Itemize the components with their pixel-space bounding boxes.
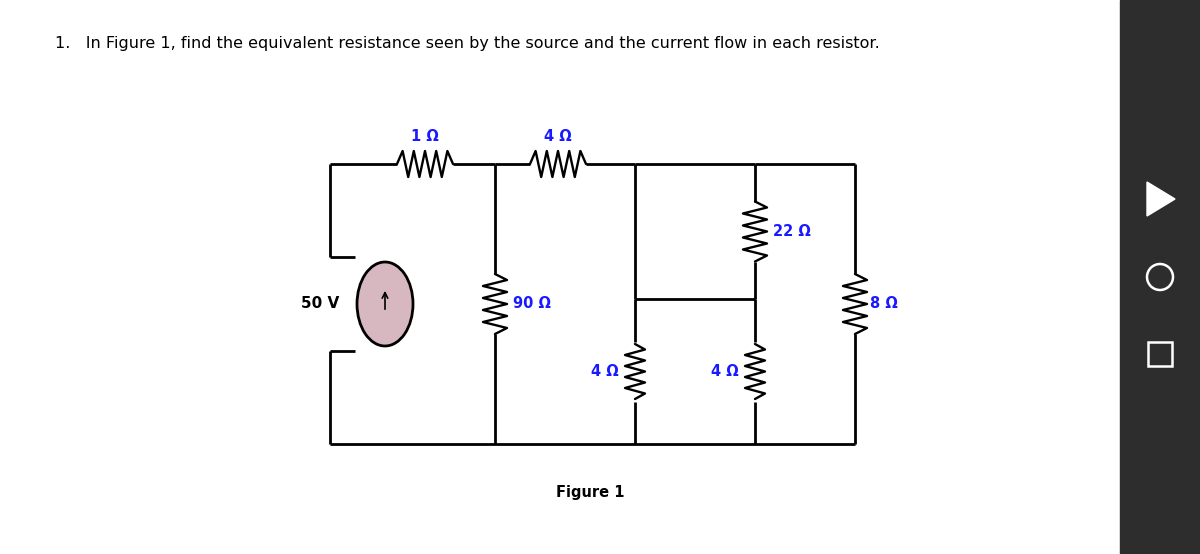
Text: 4 Ω: 4 Ω: [592, 364, 619, 379]
Text: 4 Ω: 4 Ω: [712, 364, 739, 379]
Polygon shape: [1147, 182, 1175, 216]
Text: 8 Ω: 8 Ω: [870, 296, 898, 311]
Text: 1.   In Figure 1, find the equivalent resistance seen by the source and the curr: 1. In Figure 1, find the equivalent resi…: [55, 36, 880, 51]
Text: 50 V: 50 V: [301, 296, 340, 311]
Text: 1 Ω: 1 Ω: [412, 129, 439, 144]
Text: Figure 1: Figure 1: [556, 485, 624, 500]
Text: 4 Ω: 4 Ω: [544, 129, 572, 144]
Text: 22 Ω: 22 Ω: [773, 224, 811, 239]
Bar: [1148, 342, 1172, 366]
Ellipse shape: [358, 262, 413, 346]
Text: 90 Ω: 90 Ω: [514, 296, 551, 311]
Bar: [1120, 0, 1200, 554]
